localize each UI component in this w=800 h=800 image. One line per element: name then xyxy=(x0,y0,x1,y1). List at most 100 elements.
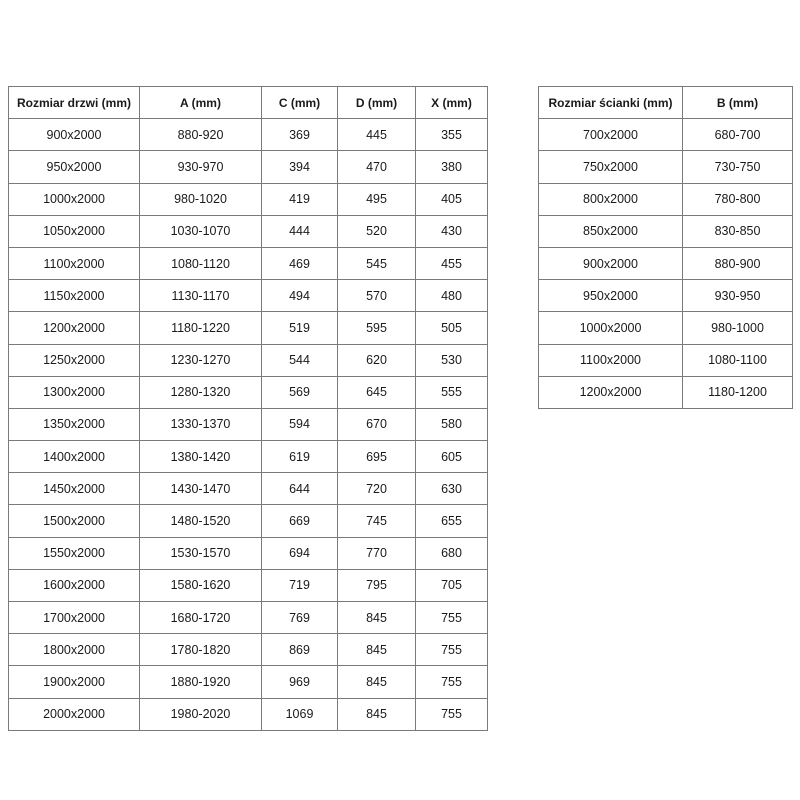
cell-value: 380 xyxy=(415,150,488,184)
cell-value: 1080-1100 xyxy=(682,343,793,377)
cell-value: 469 xyxy=(261,246,338,281)
cell-value: 705 xyxy=(415,568,488,603)
cell-value: 520 xyxy=(337,214,416,248)
table-row: 1300x2000 1280-1320 569 645 555 xyxy=(8,375,488,409)
table-row: 950x2000 930-970 394 470 380 xyxy=(8,150,488,184)
cell-value: 1530-1570 xyxy=(139,536,262,570)
cell-value: 845 xyxy=(337,665,416,699)
cell-value: 495 xyxy=(337,182,416,216)
cell-size: 1350x2000 xyxy=(8,407,140,442)
door-size-specification-table: Rozmiar drzwi (mm) A (mm) C (mm) D (mm) X (m… xyxy=(8,85,488,731)
cell-value: 694 xyxy=(261,536,338,570)
cell-value: 1280-1320 xyxy=(139,375,262,409)
table-row: 950x2000 930-950 xyxy=(538,279,793,313)
cell-value: 730-750 xyxy=(682,150,793,184)
cell-value: 680 xyxy=(415,536,488,570)
table-row: 900x2000 880-900 xyxy=(538,246,793,281)
cell-size: 1600x2000 xyxy=(8,568,140,603)
cell-value: 980-1000 xyxy=(682,311,793,345)
cell-value: 1980-2020 xyxy=(139,697,262,731)
cell-value: 1330-1370 xyxy=(139,407,262,442)
column-header-wall-0: Rozmiar ścianki (mm) xyxy=(538,85,683,120)
table-row: 1400x2000 1380-1420 619 695 605 xyxy=(8,440,488,474)
cell-value: 695 xyxy=(337,440,416,474)
cell-value: 755 xyxy=(415,600,488,635)
table-row: 1550x2000 1530-1570 694 770 680 xyxy=(8,536,488,570)
cell-size: 1100x2000 xyxy=(538,343,683,377)
cell-value: 494 xyxy=(261,279,338,313)
cell-value: 470 xyxy=(337,150,416,184)
cell-value: 880-900 xyxy=(682,246,793,281)
cell-value: 980-1020 xyxy=(139,182,262,216)
table-row: 1150x2000 1130-1170 494 570 480 xyxy=(8,279,488,313)
cell-value: 630 xyxy=(415,472,488,506)
cell-value: 1780-1820 xyxy=(139,633,262,667)
cell-value: 430 xyxy=(415,214,488,248)
column-header-doors-0: Rozmiar drzwi (mm) xyxy=(8,85,140,120)
cell-value: 719 xyxy=(261,568,338,603)
cell-value: 555 xyxy=(415,375,488,409)
cell-size: 1250x2000 xyxy=(8,343,140,377)
cell-value: 394 xyxy=(261,150,338,184)
table-row: 1700x2000 1680-1720 769 845 755 xyxy=(8,600,488,635)
cell-value: 1080-1120 xyxy=(139,246,262,281)
cell-value: 669 xyxy=(261,504,338,538)
column-header-doors-3: D (mm) xyxy=(337,85,416,120)
table-row: 1000x2000 980-1000 xyxy=(538,311,793,345)
table-row: 1250x2000 1230-1270 544 620 530 xyxy=(8,343,488,377)
table-row: 1800x2000 1780-1820 869 845 755 xyxy=(8,633,488,667)
cell-value: 444 xyxy=(261,214,338,248)
table-row: 750x2000 730-750 xyxy=(538,150,793,184)
table-row: 700x2000 680-700 xyxy=(538,118,793,152)
cell-value: 480 xyxy=(415,279,488,313)
table-header-row: Rozmiar drzwi (mm) A (mm) C (mm) D (mm) X (m… xyxy=(8,85,488,120)
cell-value: 455 xyxy=(415,246,488,281)
table-row: 850x2000 830-850 xyxy=(538,214,793,248)
cell-value: 845 xyxy=(337,600,416,635)
cell-value: 1380-1420 xyxy=(139,440,262,474)
cell-size: 1450x2000 xyxy=(8,472,140,506)
cell-size: 1050x2000 xyxy=(8,214,140,248)
cell-size: 1000x2000 xyxy=(8,182,140,216)
table-row: 1000x2000 980-1020 419 495 405 xyxy=(8,182,488,216)
table-row: 1050x2000 1030-1070 444 520 430 xyxy=(8,214,488,248)
cell-value: 930-950 xyxy=(682,279,793,313)
cell-value: 594 xyxy=(261,407,338,442)
cell-value: 1180-1200 xyxy=(682,375,793,409)
cell-value: 369 xyxy=(261,118,338,152)
cell-size: 750x2000 xyxy=(538,150,683,184)
cell-value: 830-850 xyxy=(682,214,793,248)
cell-size: 1550x2000 xyxy=(8,536,140,570)
table-row: 1100x2000 1080-1120 469 545 455 xyxy=(8,246,488,281)
cell-value: 1480-1520 xyxy=(139,504,262,538)
cell-value: 569 xyxy=(261,375,338,409)
cell-value: 880-920 xyxy=(139,118,262,152)
cell-value: 930-970 xyxy=(139,150,262,184)
table-row: 1200x2000 1180-1200 xyxy=(538,375,793,409)
table-header-row: Rozmiar ścianki (mm) B (mm) xyxy=(538,85,793,120)
cell-value: 845 xyxy=(337,697,416,731)
table-row: 1450x2000 1430-1470 644 720 630 xyxy=(8,472,488,506)
cell-size: 1900x2000 xyxy=(8,665,140,699)
table-row: 1500x2000 1480-1520 669 745 655 xyxy=(8,504,488,538)
cell-value: 720 xyxy=(337,472,416,506)
cell-size: 1000x2000 xyxy=(538,311,683,345)
cell-size: 950x2000 xyxy=(8,150,140,184)
cell-value: 545 xyxy=(337,246,416,281)
column-header-doors-1: A (mm) xyxy=(139,85,262,120)
cell-value: 1030-1070 xyxy=(139,214,262,248)
cell-size: 700x2000 xyxy=(538,118,683,152)
cell-size: 900x2000 xyxy=(538,246,683,281)
cell-value: 645 xyxy=(337,375,416,409)
cell-value: 969 xyxy=(261,665,338,699)
cell-value: 644 xyxy=(261,472,338,506)
cell-value: 1130-1170 xyxy=(139,279,262,313)
cell-value: 1230-1270 xyxy=(139,343,262,377)
column-header-doors-2: C (mm) xyxy=(261,85,338,120)
cell-value: 505 xyxy=(415,311,488,345)
cell-value: 405 xyxy=(415,182,488,216)
cell-value: 1880-1920 xyxy=(139,665,262,699)
cell-value: 655 xyxy=(415,504,488,538)
cell-value: 595 xyxy=(337,311,416,345)
